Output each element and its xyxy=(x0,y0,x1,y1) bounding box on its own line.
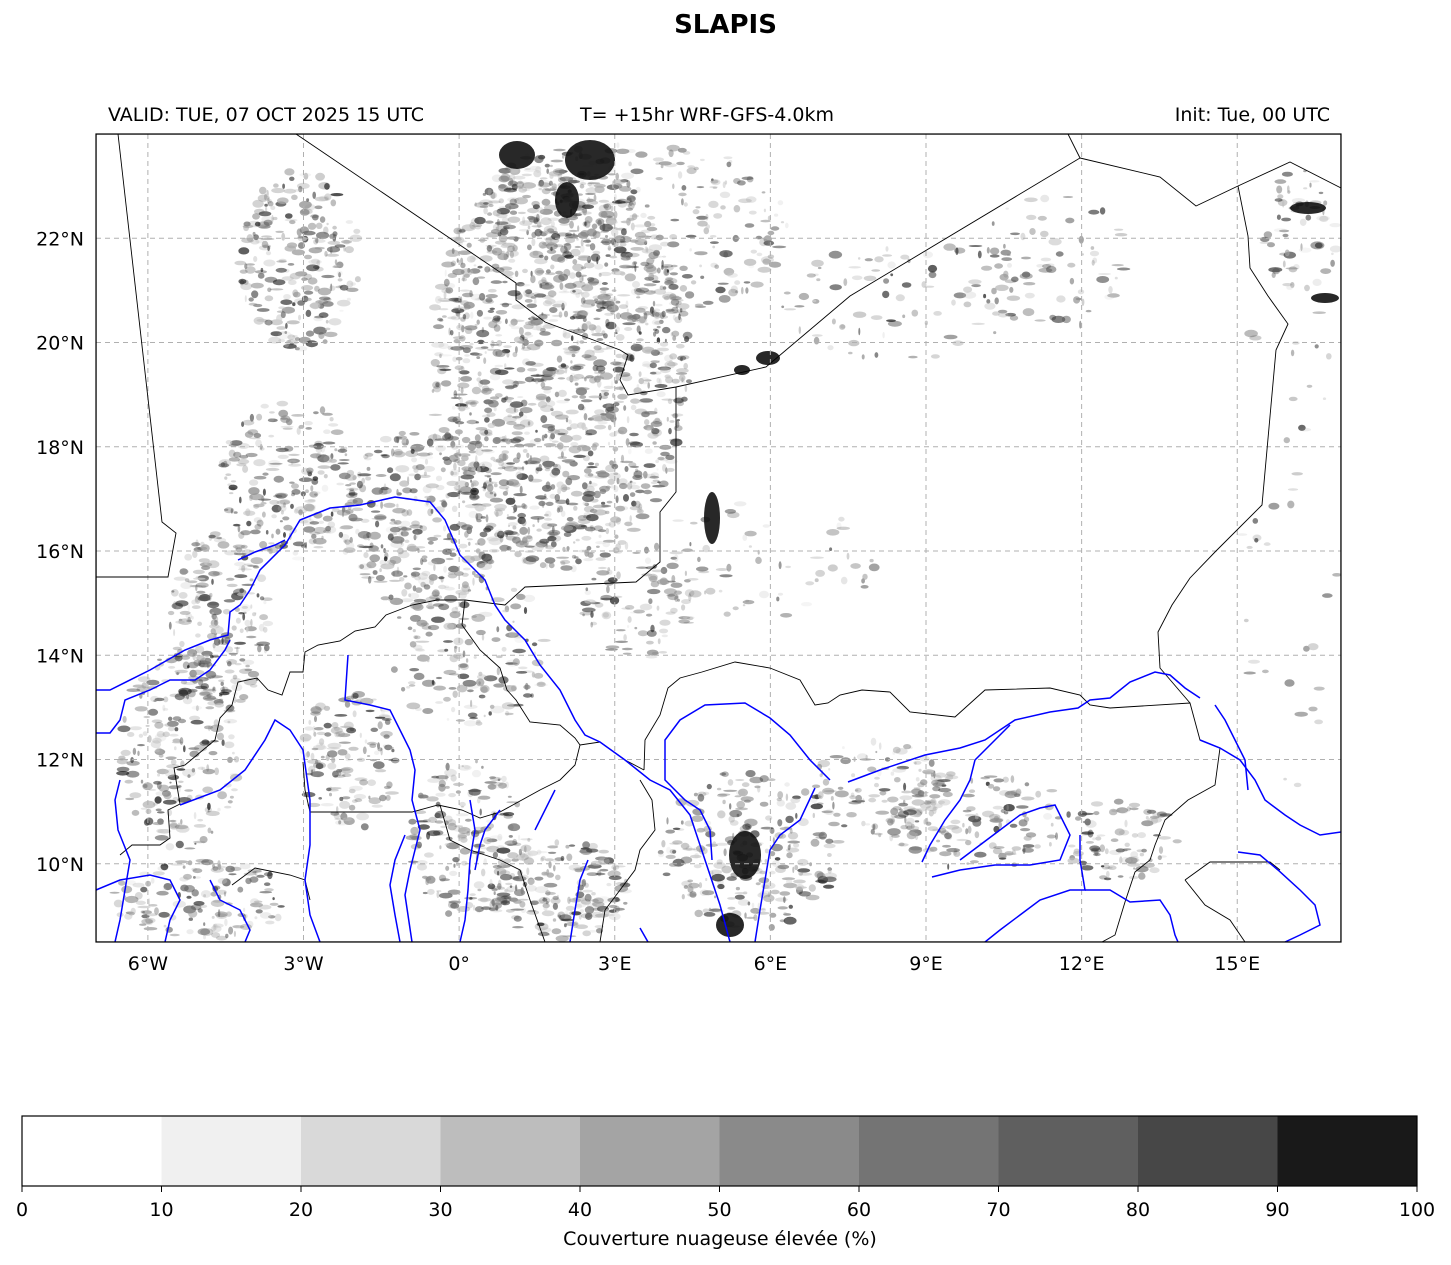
lon-tick-label: 12°E xyxy=(1059,953,1105,975)
lat-tick-label: 16°N xyxy=(36,541,84,563)
colorbar-segment xyxy=(1138,1116,1278,1186)
lon-tick-label: 15°E xyxy=(1214,953,1260,975)
map-frame xyxy=(95,133,1342,943)
forecast-model-label: T= +15hr WRF-GFS-4.0km xyxy=(580,104,834,126)
colorbar-tick-label: 90 xyxy=(1265,1199,1289,1221)
colorbar-segment xyxy=(998,1116,1139,1186)
colorbar-tick-label: 100 xyxy=(1399,1199,1435,1221)
colorbar-segment xyxy=(22,1116,162,1186)
lat-tick-label: 12°N xyxy=(36,750,84,772)
lat-tick-label: 18°N xyxy=(36,437,84,459)
lat-tick-label: 20°N xyxy=(36,333,84,355)
lat-tick-label: 14°N xyxy=(36,645,84,667)
country-borders xyxy=(96,134,1341,942)
lon-tick-label: 3°E xyxy=(598,953,632,975)
colorbar-segment xyxy=(301,1116,441,1186)
valid-time-label: VALID: TUE, 07 OCT 2025 15 UTC xyxy=(108,104,424,126)
lat-tick-label: 22°N xyxy=(36,228,84,250)
lon-tick-label: 3°W xyxy=(283,953,324,975)
axis-ticks: 6°W 3°W 0° 3°E 6°E 9°E 12°E 15°E 22°N 20°N 18°N 16°… xyxy=(36,228,1260,975)
colorbar-tick-label: 50 xyxy=(707,1199,731,1221)
init-time-label: Init: Tue, 00 UTC xyxy=(1174,104,1330,126)
colorbar-segment xyxy=(1277,1116,1418,1186)
cloud-cover-field xyxy=(109,140,1341,942)
lon-tick-label: 9°E xyxy=(909,953,943,975)
colorbar-tick-label: 70 xyxy=(986,1199,1010,1221)
colorbar-tick-label: 60 xyxy=(847,1199,871,1221)
lon-tick-label: 0° xyxy=(448,953,470,975)
colorbar-segment xyxy=(719,1116,860,1186)
lon-tick-label: 6°E xyxy=(754,953,788,975)
colorbar-tick-label: 10 xyxy=(149,1199,173,1221)
colorbar-tick-label: 20 xyxy=(289,1199,313,1221)
colorbar: 0 10 20 30 40 50 60 70 80 90 100 xyxy=(16,1115,1435,1221)
colorbar-segment xyxy=(859,1116,999,1186)
lat-tick-label: 10°N xyxy=(36,854,84,876)
colorbar-tick-label: 30 xyxy=(428,1199,452,1221)
colorbar-segment xyxy=(161,1116,302,1186)
lon-tick-label: 6°W xyxy=(128,953,169,975)
graticule xyxy=(96,134,1341,942)
colorbar-tick-label: 0 xyxy=(16,1199,28,1221)
map-title: SLAPIS xyxy=(674,10,777,40)
colorbar-segment xyxy=(580,1116,720,1186)
map-area xyxy=(96,134,1341,942)
colorbar-label: Couverture nuageuse élevée (%) xyxy=(563,1228,877,1250)
rivers xyxy=(96,496,1341,942)
colorbar-segment xyxy=(440,1116,581,1186)
colorbar-tick-label: 80 xyxy=(1126,1199,1150,1221)
colorbar-tick-label: 40 xyxy=(568,1199,592,1221)
